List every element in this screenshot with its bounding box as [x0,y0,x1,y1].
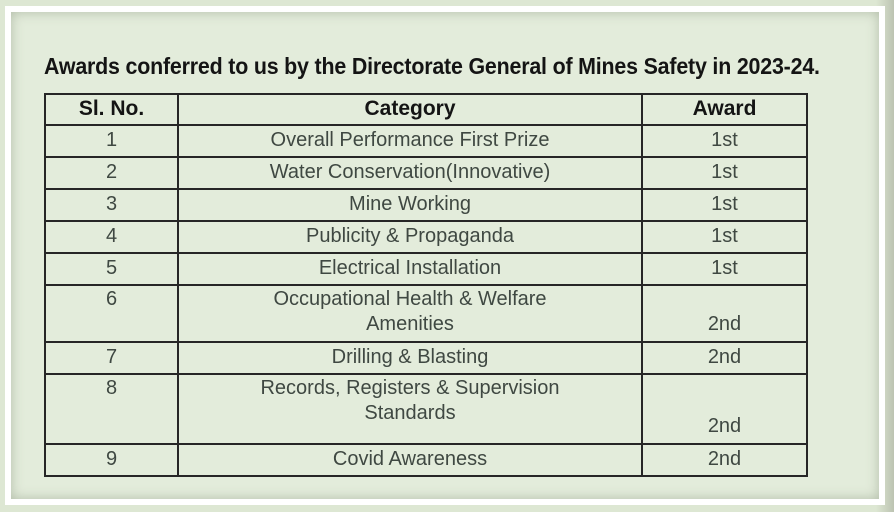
sl-no-cell: 6 [44,283,179,343]
category-cell: Drilling & Blasting [177,340,643,375]
award-cell: 1st [641,251,808,286]
table-header-row: Sl. No. Category Award [44,92,808,126]
table-row: 5 Electrical Installation 1st [44,251,808,286]
slide-content: Awards conferred to us by the Directorat… [11,12,879,477]
sl-no-cell: 9 [44,442,179,477]
category-cell: Occupational Health & Welfare Amenities [177,283,643,343]
table-row: 4 Publicity & Propaganda 1st [44,219,808,254]
awards-table: Sl. No. Category Award 1 Overall Perform… [44,92,808,477]
category-cell: Water Conservation(Innovative) [177,155,643,190]
table-row: 1 Overall Performance First Prize 1st [44,123,808,158]
table-row: 9 Covid Awareness 2nd [44,442,808,477]
slide-frame: Awards conferred to us by the Directorat… [5,6,885,505]
award-cell: 1st [641,155,808,190]
table-row: 8 Records, Registers & Supervision Stand… [44,372,808,445]
category-cell: Records, Registers & Supervision Standar… [177,372,643,445]
sl-no-cell: 3 [44,187,179,222]
table-row: 3 Mine Working 1st [44,187,808,222]
table-row: 7 Drilling & Blasting 2nd [44,340,808,375]
award-cell: 2nd [641,372,808,445]
category-cell: Overall Performance First Prize [177,123,643,158]
column-header-sl-no: Sl. No. [44,92,179,126]
page-title: Awards conferred to us by the Directorat… [44,53,820,79]
category-cell: Publicity & Propaganda [177,219,643,254]
award-cell: 2nd [641,340,808,375]
award-cell: 1st [641,123,808,158]
sl-no-cell: 7 [44,340,179,375]
award-cell: 1st [641,219,808,254]
sl-no-cell: 1 [44,123,179,158]
category-cell: Covid Awareness [177,442,643,477]
column-header-category: Category [177,92,643,126]
table-row: 2 Water Conservation(Innovative) 1st [44,155,808,190]
award-cell: 1st [641,187,808,222]
category-cell: Electrical Installation [177,251,643,286]
sl-no-cell: 4 [44,219,179,254]
sl-no-cell: 8 [44,372,179,445]
table-row: 6 Occupational Health & Welfare Amenitie… [44,283,808,343]
category-cell: Mine Working [177,187,643,222]
award-cell: 2nd [641,442,808,477]
award-cell: 2nd [641,283,808,343]
sl-no-cell: 5 [44,251,179,286]
sl-no-cell: 2 [44,155,179,190]
column-header-award: Award [641,92,808,126]
